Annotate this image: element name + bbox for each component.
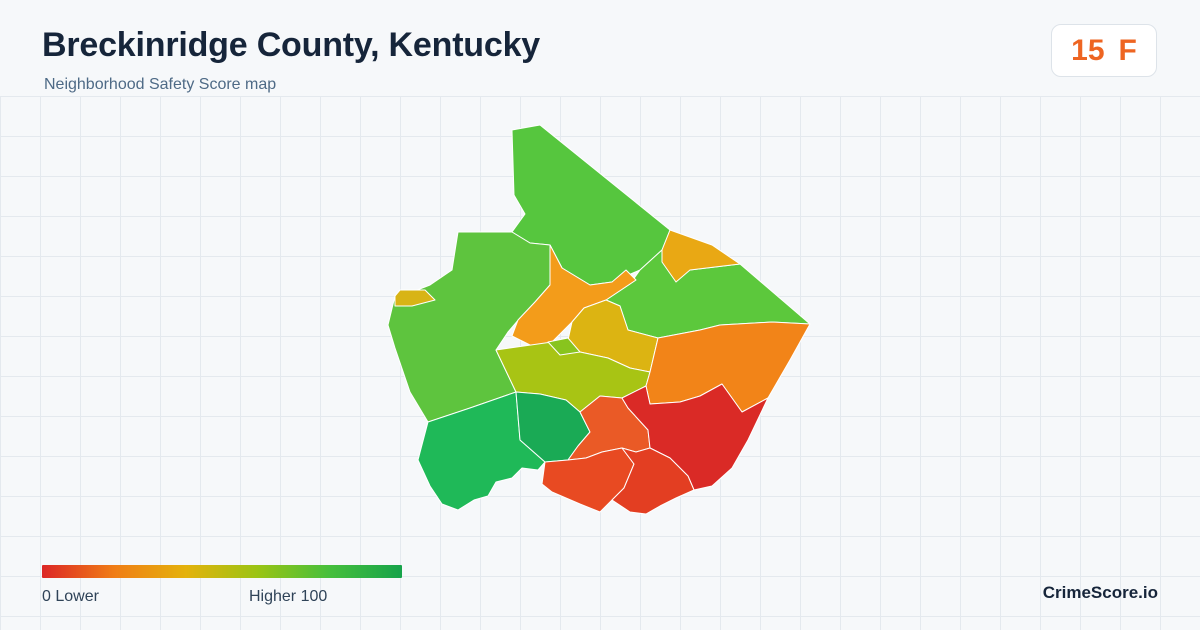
safety-grade: F: [1118, 33, 1137, 67]
region-nw-small[interactable]: [394, 289, 436, 307]
safety-score-value: 15: [1071, 33, 1105, 67]
legend-gradient-bar: [42, 565, 402, 578]
legend-high-label: Higher 100: [249, 588, 328, 605]
region-south-red-east[interactable]: [611, 447, 695, 515]
region-ne-small[interactable]: [661, 229, 741, 283]
region-center-green-sliver[interactable]: [547, 337, 581, 356]
score-badge: 15 F: [1051, 24, 1157, 77]
region-se-red[interactable]: [621, 383, 769, 491]
page-subtitle: Neighborhood Safety Score map: [44, 76, 277, 93]
brand-logo-text: CrimeScore.io: [1042, 583, 1158, 602]
header-band: [0, 0, 1200, 97]
page-title: Breckinridge County, Kentucky: [42, 26, 541, 64]
legend-low-label: 0 Lower: [42, 588, 99, 605]
